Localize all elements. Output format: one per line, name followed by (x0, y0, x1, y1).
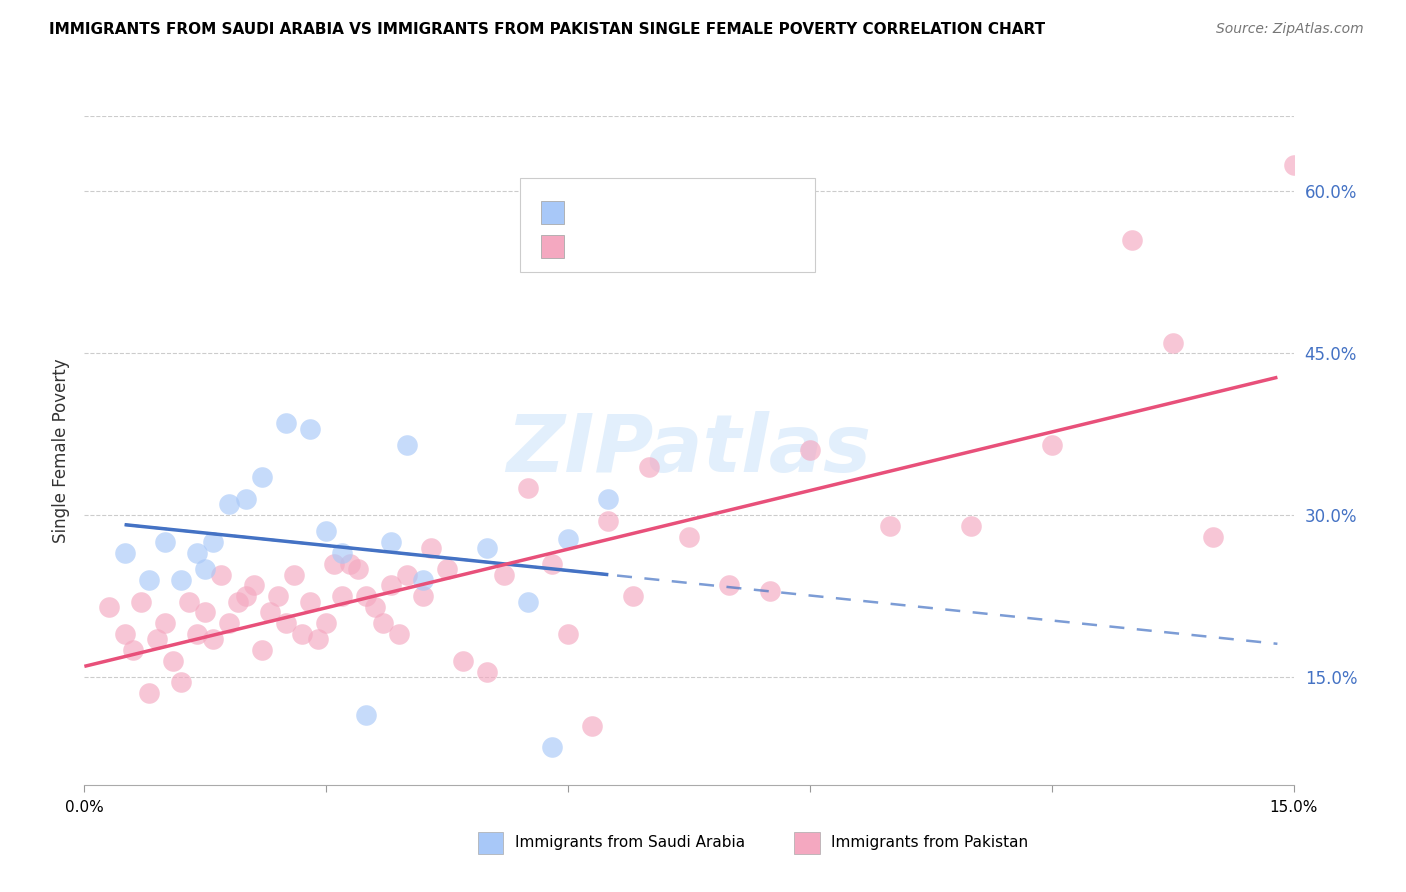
Point (315, 524, 337, 539)
Point (218, 497, 240, 511)
Point (274, 417, 297, 431)
Point (621, 589, 644, 603)
Point (1121, 233, 1143, 247)
Point (960, 519, 983, 533)
Point (339, 557, 361, 571)
Point (186, 627, 208, 641)
Point (235, 589, 257, 603)
Point (250, 643, 273, 657)
Text: R = 0.458: R = 0.458 (575, 239, 651, 254)
Text: 0.0%: 0.0% (65, 800, 104, 814)
Point (162, 654, 184, 668)
Point (153, 616, 176, 631)
Text: R = 0.074: R = 0.074 (575, 205, 651, 220)
Text: IMMIGRANTS FROM SAUDI ARABIA VS IMMIGRANTS FROM PAKISTAN SINGLE FEMALE POVERTY C: IMMIGRANTS FROM SAUDI ARABIA VS IMMIGRAN… (49, 22, 1045, 37)
Point (274, 616, 297, 631)
Point (477, 665, 499, 679)
Point (307, 632, 329, 647)
Point (153, 535, 176, 549)
Point (226, 594, 249, 608)
Point (291, 627, 314, 641)
Point (1282, 157, 1305, 171)
Point (250, 470, 273, 484)
Text: Immigrants from Saudi Arabia: Immigrants from Saudi Arabia (515, 836, 745, 850)
Text: ZIPatlas: ZIPatlas (506, 411, 872, 490)
Point (492, 567, 515, 582)
Point (242, 578, 264, 592)
Point (388, 627, 411, 641)
Point (380, 535, 402, 549)
Point (1202, 530, 1225, 544)
Point (170, 675, 193, 690)
Point (299, 422, 322, 436)
Point (299, 594, 322, 608)
Point (541, 557, 564, 571)
Point (235, 491, 257, 506)
Text: Immigrants from Pakistan: Immigrants from Pakistan (831, 836, 1028, 850)
Point (477, 541, 499, 555)
Point (420, 541, 443, 555)
Point (718, 578, 741, 592)
Point (380, 578, 402, 592)
Point (97, 599, 120, 614)
Point (371, 616, 394, 631)
Point (194, 605, 217, 619)
Point (138, 573, 160, 587)
Point (436, 562, 458, 576)
Y-axis label: Single Female Poverty: Single Female Poverty (52, 359, 70, 542)
Point (879, 519, 901, 533)
Point (598, 514, 620, 528)
Point (557, 532, 579, 546)
Point (598, 491, 620, 506)
Point (557, 627, 579, 641)
Point (170, 573, 193, 587)
Point (347, 562, 370, 576)
Point (395, 438, 418, 452)
Text: 15.0%: 15.0% (1270, 800, 1317, 814)
Point (637, 459, 659, 474)
Point (330, 546, 353, 560)
Point (114, 627, 136, 641)
Point (121, 643, 143, 657)
Point (202, 632, 225, 647)
Point (412, 589, 434, 603)
Point (138, 686, 160, 700)
Point (541, 740, 564, 755)
Point (451, 654, 474, 668)
Point (678, 530, 700, 544)
Point (330, 589, 353, 603)
Point (1040, 438, 1063, 452)
Point (186, 546, 208, 560)
Point (259, 605, 281, 619)
Point (516, 594, 538, 608)
Text: N = 23: N = 23 (671, 205, 724, 220)
Point (129, 594, 152, 608)
Text: N = 61: N = 61 (671, 239, 724, 254)
Point (799, 443, 821, 458)
Point (323, 557, 346, 571)
Point (395, 567, 418, 582)
Point (209, 567, 232, 582)
Point (758, 583, 780, 598)
Point (356, 589, 378, 603)
Point (363, 599, 385, 614)
Point (516, 481, 538, 495)
Point (194, 562, 217, 576)
Point (412, 573, 434, 587)
Point (267, 589, 290, 603)
Point (1161, 335, 1184, 350)
Point (315, 616, 337, 631)
Point (146, 632, 169, 647)
Point (179, 594, 201, 608)
Point (581, 718, 603, 732)
Point (356, 707, 378, 722)
Point (114, 546, 136, 560)
Point (202, 535, 225, 549)
Point (283, 567, 305, 582)
Text: Source: ZipAtlas.com: Source: ZipAtlas.com (1216, 22, 1364, 37)
Point (218, 616, 240, 631)
